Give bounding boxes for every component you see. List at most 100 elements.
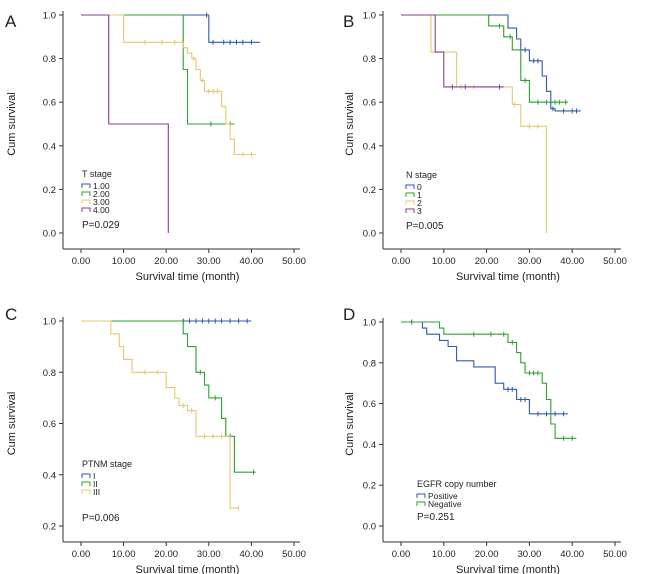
y-tick-label: 0.8 bbox=[43, 368, 56, 379]
y-tick-label: 1.0 bbox=[363, 11, 376, 22]
legend-swatch bbox=[405, 192, 415, 197]
legend-title: PTNM stage bbox=[82, 459, 132, 469]
x-tick-label: 50.00 bbox=[282, 549, 306, 560]
legend-label: 4.00 bbox=[93, 205, 110, 215]
panel-letter: D bbox=[343, 305, 355, 324]
legend-label: 1 bbox=[417, 190, 422, 200]
legend-swatch bbox=[81, 183, 91, 188]
x-axis-title: Survival time (month) bbox=[136, 271, 240, 283]
x-tick-label: 50.00 bbox=[603, 256, 627, 267]
legend-label: III bbox=[93, 487, 100, 497]
x-axis-title: Survival time (month) bbox=[136, 564, 240, 574]
legend-title: T stage bbox=[82, 169, 112, 179]
y-tick-label: 1.0 bbox=[43, 11, 56, 22]
x-tick-label: 40.00 bbox=[240, 549, 264, 560]
y-tick-label: 0.4 bbox=[43, 470, 56, 481]
y-axis-title: Cum survival bbox=[6, 392, 18, 456]
legend-swatch bbox=[405, 184, 415, 189]
legend-swatch bbox=[416, 493, 426, 498]
x-tick-label: 40.00 bbox=[240, 256, 264, 267]
x-tick-label: 10.00 bbox=[112, 256, 136, 267]
y-tick-label: 0.8 bbox=[363, 358, 376, 369]
y-tick-label: 1.0 bbox=[363, 318, 376, 329]
p-value: P=0.005 bbox=[406, 221, 444, 232]
y-tick-label: 0.0 bbox=[363, 522, 376, 533]
x-tick-label: 20.00 bbox=[475, 256, 499, 267]
x-tick-label: 10.00 bbox=[432, 549, 456, 560]
legend-swatch bbox=[81, 481, 91, 486]
km-curve-iii bbox=[81, 320, 239, 509]
y-tick-label: 0.8 bbox=[43, 54, 56, 65]
x-tick-label: 40.00 bbox=[560, 256, 584, 267]
km-curve-3-00 bbox=[81, 14, 256, 156]
x-tick-label: 30.00 bbox=[518, 549, 542, 560]
legend-label: 2 bbox=[417, 198, 422, 208]
legend-title: EGFR copy number bbox=[417, 479, 497, 489]
y-axis-title: Cum survival bbox=[6, 92, 18, 156]
x-tick-label: 0.00 bbox=[392, 549, 411, 560]
km-curve-2-00 bbox=[81, 14, 235, 125]
x-tick-label: 0.00 bbox=[72, 549, 91, 560]
x-tick-label: 40.00 bbox=[560, 549, 584, 560]
panel-d: D 0.0 0.2 0.4 0.6 0.8 1.0 0.00 10.00 20.00 30.00 40… bbox=[343, 305, 627, 574]
legend-swatch bbox=[405, 200, 415, 205]
p-value: P=0.251 bbox=[417, 512, 455, 523]
legend-label: II bbox=[93, 479, 98, 489]
y-tick-label: 0.0 bbox=[43, 229, 56, 240]
y-tick-label: 0.8 bbox=[363, 54, 376, 65]
x-tick-label: 20.00 bbox=[154, 549, 178, 560]
p-value: P=0.029 bbox=[82, 220, 120, 231]
legend-swatch bbox=[416, 501, 426, 506]
km-curve-positive bbox=[401, 321, 568, 415]
legend-swatch bbox=[81, 473, 91, 478]
y-tick-label: 0.2 bbox=[43, 522, 56, 533]
y-tick-label: 1.0 bbox=[43, 317, 56, 328]
y-tick-label: 0.2 bbox=[363, 481, 376, 492]
km-curve-1 bbox=[401, 14, 568, 103]
panel-b: B 0.0 0.2 0.4 0.6 0.8 1.0 0.00 10.00 20.00 30.00 40… bbox=[343, 11, 627, 284]
x-tick-label: 30.00 bbox=[197, 256, 221, 267]
legend-label: I bbox=[93, 471, 95, 481]
legend-label: 1.00 bbox=[93, 181, 110, 191]
x-tick-label: 10.00 bbox=[112, 549, 136, 560]
x-tick-label: 50.00 bbox=[282, 256, 306, 267]
y-tick-label: 0.6 bbox=[43, 98, 56, 109]
km-curve-ii bbox=[81, 320, 256, 473]
y-tick-label: 0.6 bbox=[43, 419, 56, 430]
legend-swatch bbox=[81, 199, 91, 204]
panel-letter: B bbox=[343, 12, 354, 31]
y-tick-label: 0.4 bbox=[43, 141, 56, 152]
legend-label: 3 bbox=[417, 206, 422, 216]
y-tick-label: 0.4 bbox=[363, 141, 376, 152]
legend-label: Positive bbox=[428, 491, 458, 501]
x-tick-label: 50.00 bbox=[603, 549, 627, 560]
p-value: P=0.006 bbox=[82, 513, 120, 524]
y-tick-label: 0.6 bbox=[363, 98, 376, 109]
km-curve-4-00 bbox=[81, 14, 169, 233]
legend-swatch bbox=[81, 489, 91, 494]
x-tick-label: 30.00 bbox=[518, 256, 542, 267]
x-axis-title: Survival time (month) bbox=[456, 564, 560, 574]
x-tick-label: 10.00 bbox=[432, 256, 456, 267]
legend-title: N stage bbox=[406, 170, 437, 180]
legend-swatch bbox=[81, 191, 91, 196]
y-tick-label: 0.2 bbox=[363, 185, 376, 196]
y-tick-label: 0.6 bbox=[363, 399, 376, 410]
x-tick-label: 0.00 bbox=[72, 256, 91, 267]
legend-label: 3.00 bbox=[93, 197, 110, 207]
panel-letter: A bbox=[5, 12, 17, 31]
x-tick-label: 0.00 bbox=[392, 256, 411, 267]
y-tick-label: 0.2 bbox=[43, 185, 56, 196]
x-axis-title: Survival time (month) bbox=[456, 271, 560, 283]
y-tick-label: 0.0 bbox=[363, 229, 376, 240]
x-tick-label: 30.00 bbox=[197, 549, 221, 560]
km-curve-0 bbox=[401, 14, 581, 112]
y-tick-label: 0.4 bbox=[363, 440, 376, 451]
x-tick-label: 20.00 bbox=[475, 549, 499, 560]
x-tick-label: 20.00 bbox=[154, 256, 178, 267]
y-axis-title: Cum survival bbox=[344, 92, 356, 156]
km-curve-negative bbox=[401, 321, 577, 439]
panel-c: C 0.2 0.4 0.6 0.8 1.0 0.00 10.00 20.00 30.00 40.00… bbox=[5, 305, 306, 574]
legend-label: 0 bbox=[417, 182, 422, 192]
